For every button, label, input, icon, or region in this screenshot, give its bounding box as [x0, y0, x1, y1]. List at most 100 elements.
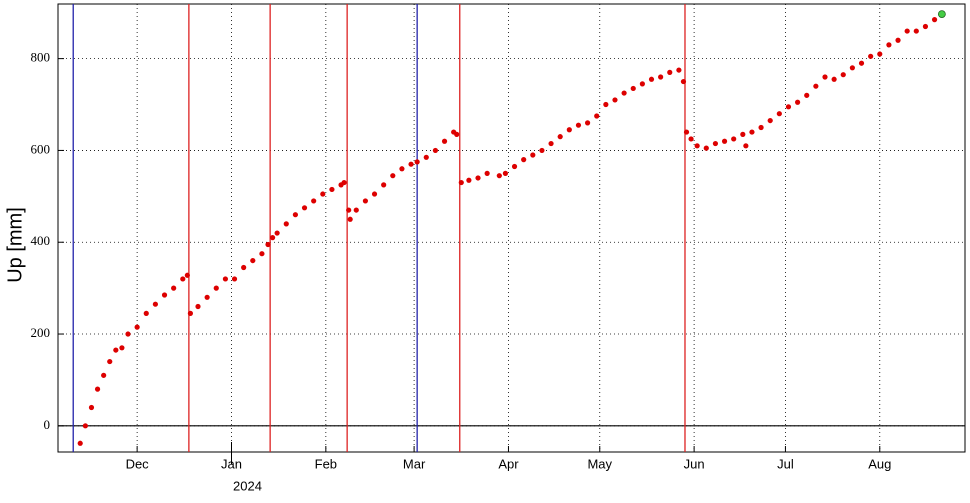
point — [274, 230, 280, 236]
point — [858, 60, 865, 66]
point — [767, 117, 773, 124]
point — [414, 159, 420, 165]
y-tick-label: 200 — [31, 325, 51, 340]
point — [320, 191, 326, 197]
point — [731, 136, 737, 142]
point — [749, 129, 755, 135]
point — [868, 53, 874, 59]
point — [743, 143, 749, 149]
x-tick-label: May — [587, 456, 612, 471]
point — [408, 161, 414, 167]
point — [195, 303, 201, 310]
point — [77, 440, 83, 446]
point — [346, 207, 352, 213]
point — [187, 310, 193, 316]
point — [603, 101, 609, 108]
point — [292, 212, 299, 218]
point — [703, 145, 709, 151]
point — [484, 170, 490, 176]
point — [94, 386, 101, 392]
point — [931, 17, 938, 23]
point — [667, 69, 673, 75]
point — [557, 134, 563, 140]
point — [362, 198, 369, 204]
x-tick-label: Jun — [684, 456, 705, 471]
point — [107, 358, 113, 365]
point — [530, 152, 536, 158]
point — [676, 67, 682, 73]
point — [134, 324, 140, 330]
point — [621, 90, 627, 96]
point — [521, 157, 527, 163]
point — [831, 76, 837, 82]
point — [804, 92, 810, 98]
point — [511, 163, 518, 170]
point — [822, 74, 828, 80]
point — [895, 37, 901, 43]
point — [584, 120, 591, 126]
point — [259, 251, 265, 257]
point — [904, 28, 910, 34]
point — [877, 51, 883, 57]
point — [390, 173, 396, 179]
x-tick-label: Feb — [315, 456, 337, 471]
x-tick-label: Aug — [868, 456, 891, 471]
point — [241, 264, 247, 271]
point — [612, 97, 618, 103]
point — [712, 140, 719, 147]
point — [694, 143, 700, 149]
y-tick-label: 600 — [31, 141, 51, 156]
point — [454, 131, 460, 137]
point — [566, 127, 572, 133]
point — [152, 301, 158, 307]
point — [88, 404, 95, 411]
point — [575, 122, 582, 128]
point — [441, 138, 448, 144]
point — [125, 331, 131, 337]
point — [639, 81, 645, 87]
point — [496, 173, 502, 179]
point — [329, 186, 335, 193]
point — [466, 177, 472, 183]
point — [937, 10, 946, 18]
point — [399, 166, 405, 172]
point — [683, 129, 690, 135]
point — [265, 241, 271, 248]
point — [539, 147, 545, 154]
y-axis-label: Up [mm] — [4, 207, 26, 283]
point — [82, 423, 88, 429]
point — [594, 113, 600, 119]
point — [432, 147, 439, 154]
y-tick-label: 400 — [31, 233, 51, 248]
point — [371, 191, 378, 197]
point — [213, 285, 219, 291]
point — [113, 347, 119, 353]
point — [341, 179, 347, 186]
point — [180, 276, 186, 282]
point — [231, 276, 238, 282]
point — [688, 136, 694, 142]
x-tick-label: Mar — [403, 456, 426, 471]
point — [630, 85, 636, 92]
point — [184, 272, 190, 278]
point — [502, 170, 509, 176]
point — [161, 292, 168, 298]
point — [347, 216, 353, 222]
point — [269, 235, 276, 241]
point — [776, 111, 782, 117]
x-tick-label: Apr — [498, 456, 519, 471]
point — [423, 154, 429, 160]
y-tick-label: 0 — [44, 417, 51, 432]
point — [813, 83, 819, 89]
point — [658, 74, 664, 80]
point — [913, 28, 919, 34]
point — [171, 285, 177, 291]
x-tick-label: Jul — [777, 456, 794, 471]
point — [204, 294, 210, 300]
y-tick-label: 800 — [31, 50, 51, 65]
point — [849, 65, 855, 71]
plot-frame — [57, 3, 966, 453]
point — [301, 205, 308, 211]
point — [119, 345, 125, 351]
